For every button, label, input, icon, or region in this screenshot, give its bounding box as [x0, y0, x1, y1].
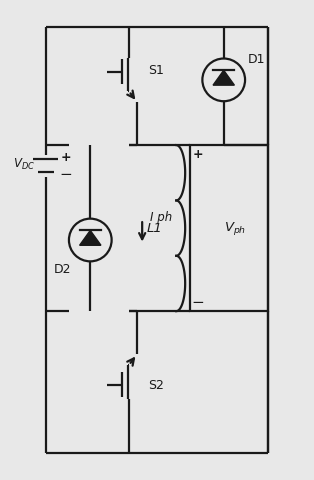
Polygon shape: [80, 230, 101, 245]
Polygon shape: [213, 70, 234, 85]
Text: −: −: [192, 295, 204, 310]
Text: $V_{DC}$: $V_{DC}$: [14, 157, 35, 172]
Text: +: +: [61, 151, 71, 164]
Text: L1: L1: [146, 222, 162, 235]
Bar: [190, 145, 268, 311]
Text: I ph: I ph: [149, 211, 172, 224]
Text: D2: D2: [53, 263, 71, 276]
Text: S2: S2: [148, 379, 164, 392]
Text: +: +: [192, 147, 203, 160]
Text: S1: S1: [148, 64, 164, 77]
Text: $V_{ph}$: $V_{ph}$: [224, 220, 246, 237]
Text: −: −: [60, 167, 72, 181]
Text: D1: D1: [247, 53, 265, 66]
